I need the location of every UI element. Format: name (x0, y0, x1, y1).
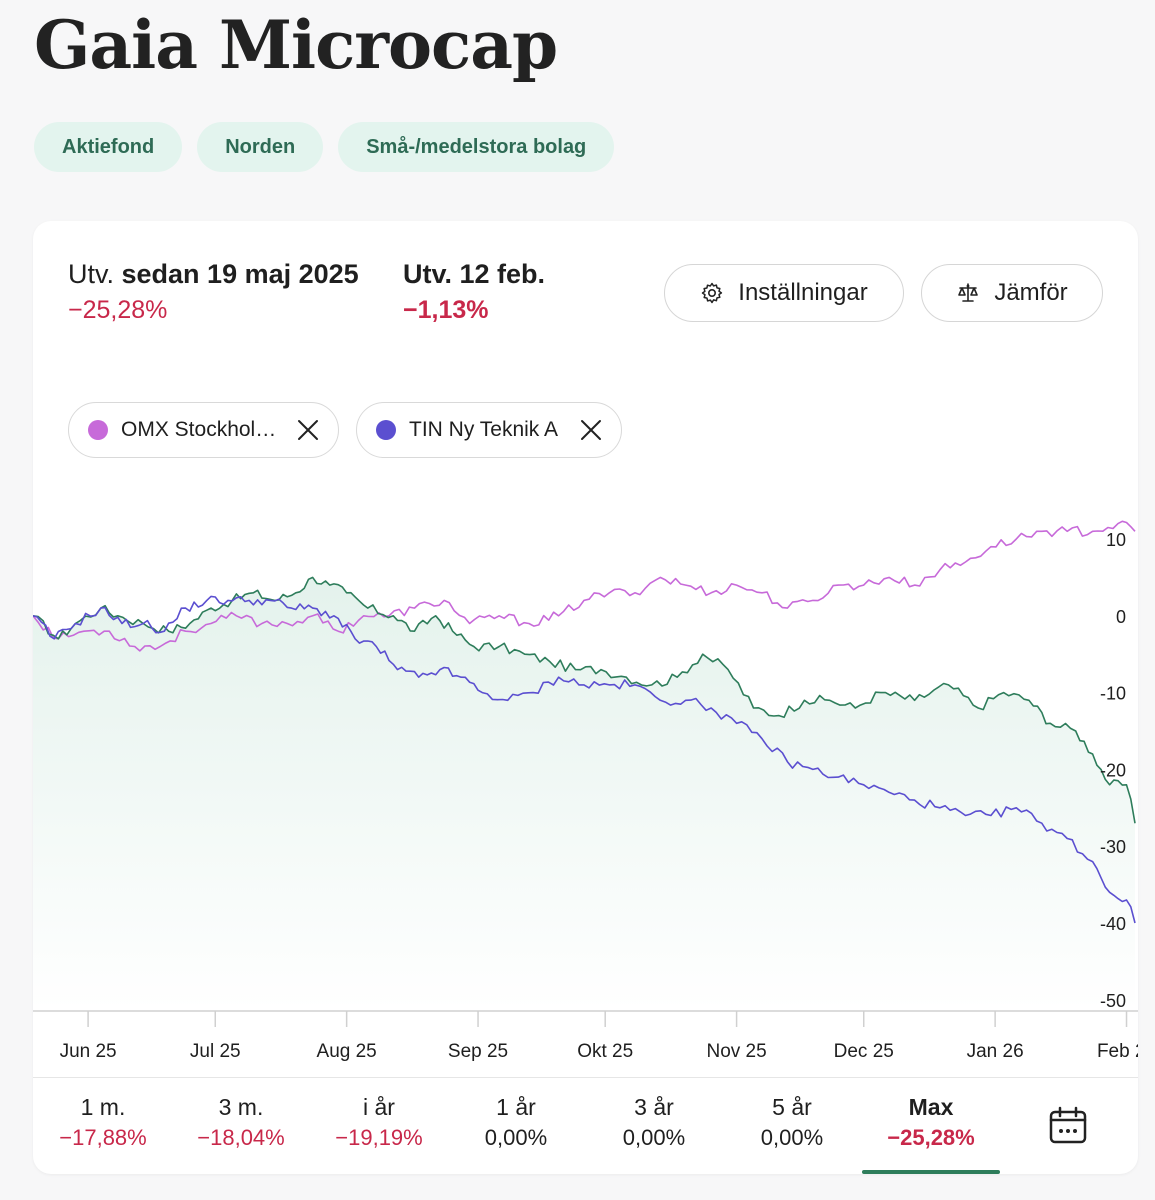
period-label: 5 år (772, 1094, 812, 1120)
y-tick-label: -10 (1100, 684, 1126, 704)
y-tick-label: 0 (1116, 607, 1126, 627)
settings-button[interactable]: Inställningar (664, 264, 904, 322)
page-title: Gaia Microcap (34, 6, 558, 84)
period-label: Max (908, 1094, 954, 1120)
compare-chip-tin[interactable]: TIN Ny Teknik A (356, 402, 622, 458)
compare-chip-label: TIN Ny Teknik A (409, 418, 558, 441)
legend-dot (376, 420, 396, 440)
period-value: −19,19% (335, 1125, 423, 1150)
calendar-icon[interactable] (1048, 1106, 1088, 1151)
series-line-omx-stockholm (33, 520, 1136, 652)
x-tick-label: Jan 26 (967, 1041, 1024, 1062)
day-label: Utv. 12 feb. (403, 259, 546, 289)
scale-icon (958, 283, 979, 302)
period-label: 1 m. (80, 1094, 126, 1120)
x-tick-label: Aug 25 (317, 1041, 377, 1062)
period-1m[interactable]: 1 m. −17,88% (43, 1094, 163, 1151)
x-tick-label: Dec 25 (834, 1041, 894, 1062)
y-tick-label: -20 (1100, 760, 1126, 780)
day-value: −1,13% (403, 296, 489, 324)
y-tick-label: -40 (1100, 914, 1126, 934)
x-tick-label: Sep 25 (448, 1041, 508, 1062)
period-label: 3 m. (218, 1094, 264, 1120)
day-stat: Utv. 12 feb. −1,13% (403, 259, 545, 325)
period-label: 1 år (496, 1094, 536, 1120)
since-label: sedan 19 maj 2025 (121, 259, 359, 289)
since-start-stat: Utv. sedan 19 maj 2025 −25,28% (68, 259, 359, 325)
x-tick-label: Nov 25 (706, 1041, 766, 1062)
chart-card: 10 0 -10 -20 -30 -40 -50 Jun 25 Jul 25 Aug 25 Sep … (33, 221, 1138, 1174)
gear-icon (702, 282, 723, 304)
x-tick-label: Jul 25 (190, 1041, 241, 1062)
y-tick-label: -50 (1100, 991, 1126, 1011)
series-line-tin-ny-teknik-a (33, 595, 1136, 924)
close-icon[interactable] (296, 418, 320, 442)
period-value: 0,00% (484, 1125, 548, 1150)
period-selector: 1 m. −17,88% 3 m. −18,04% i år −19,19% 1… (33, 1077, 1138, 1174)
x-tick-label: Okt 25 (577, 1041, 633, 1062)
period-label: 3 år (634, 1094, 674, 1120)
close-icon[interactable] (579, 418, 603, 442)
period-value: −25,28% (887, 1125, 975, 1150)
period-5y[interactable]: 5 år 0,00% (732, 1094, 852, 1151)
period-value: 0,00% (622, 1125, 686, 1150)
active-period-indicator (862, 1170, 1000, 1174)
period-ytd[interactable]: i år −19,19% (319, 1094, 439, 1151)
period-3m[interactable]: 3 m. −18,04% (181, 1094, 301, 1151)
period-value: −17,88% (59, 1125, 147, 1150)
compare-chip-label: OMX Stockhol… (121, 418, 277, 441)
x-tick-label: Jun 25 (60, 1041, 117, 1062)
series-line-gaia-microcap (33, 576, 1136, 824)
since-value: −25,28% (68, 296, 168, 324)
x-tick-label: Feb 26 (1097, 1041, 1138, 1062)
period-max[interactable]: Max −25,28% (871, 1094, 991, 1151)
tag-list: Aktiefond Norden Små-/medelstora bolag (34, 122, 615, 172)
tag-aktiefond[interactable]: Aktiefond (34, 122, 183, 172)
tag-sma-medelstora[interactable]: Små-/medelstora bolag (338, 122, 615, 172)
period-label: i år (363, 1094, 395, 1120)
period-1y[interactable]: 1 år 0,00% (456, 1094, 576, 1151)
series-area (33, 577, 1135, 1011)
period-3y[interactable]: 3 år 0,00% (594, 1094, 714, 1151)
tag-norden[interactable]: Norden (197, 122, 324, 172)
compare-chip-omx[interactable]: OMX Stockhol… (68, 402, 339, 458)
period-value: 0,00% (760, 1125, 824, 1150)
compare-button[interactable]: Jämför (921, 264, 1103, 322)
legend-dot (88, 420, 108, 440)
y-tick-label: 10 (1106, 530, 1126, 550)
period-value: −18,04% (197, 1125, 285, 1150)
since-prefix: Utv. (68, 259, 114, 289)
compare-label: Jämför (994, 279, 1068, 306)
settings-label: Inställningar (738, 279, 868, 306)
performance-chart: 10 0 -10 -20 -30 -40 -50 Jun 25 Jul 25 Aug 25 Sep … (33, 520, 1138, 1062)
y-tick-label: -30 (1100, 837, 1126, 857)
